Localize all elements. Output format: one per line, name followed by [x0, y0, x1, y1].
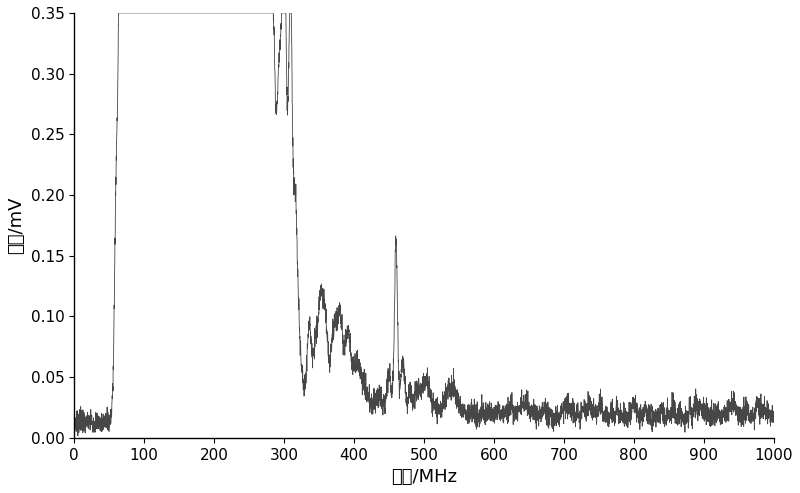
Y-axis label: 幅值/mV: 幅值/mV [7, 197, 25, 254]
X-axis label: 频率/MHz: 频率/MHz [391, 468, 457, 486]
